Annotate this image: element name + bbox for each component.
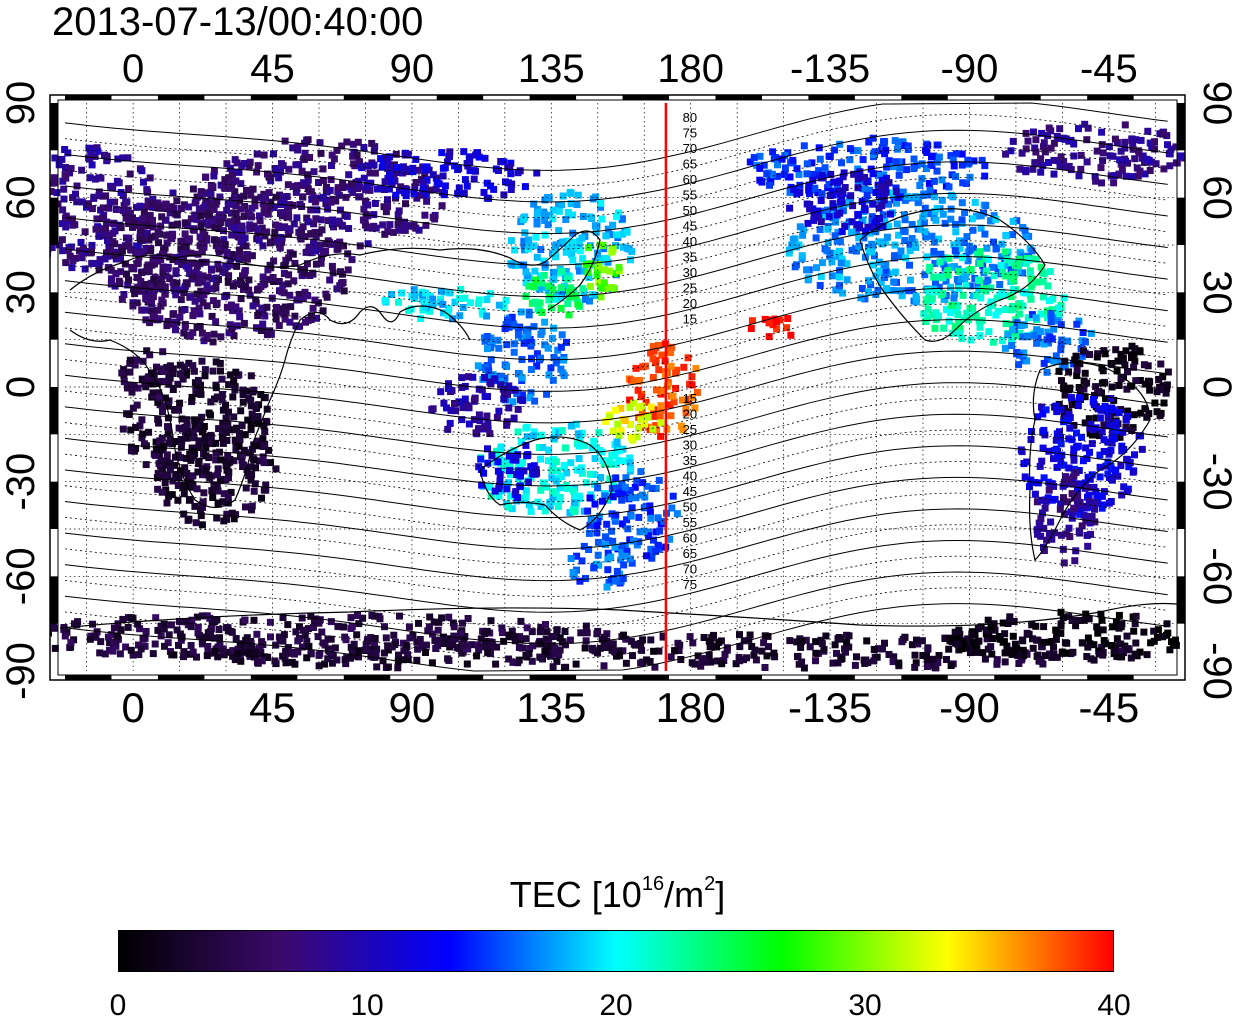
contour-labels: 8075706560555045403530252015152025303540… — [683, 110, 697, 592]
colorbar-title-main: TEC [10 — [510, 874, 642, 915]
y-tick-label-right: -60 — [1195, 547, 1235, 605]
x-tick-label-bottom: -45 — [1079, 684, 1140, 731]
colorbar — [118, 930, 1114, 972]
x-tick-label-bottom: 90 — [389, 684, 436, 731]
contour-label: 35 — [683, 453, 697, 468]
y-tick-label-right: 60 — [1195, 175, 1235, 220]
x-tick-labels-bottom: 0 45 90 135 180 -135 -90 -45 — [121, 684, 1139, 731]
x-tick-labels-top: 0 45 90 135 180 -135 -90 -45 — [122, 47, 1138, 91]
contour-label: 40 — [683, 234, 697, 249]
contour-label: 75 — [683, 577, 697, 592]
contour-label: 15 — [683, 391, 697, 406]
x-tick-label-top: -45 — [1080, 47, 1138, 91]
contour-label: 65 — [683, 157, 697, 172]
colorbar-tick-label: 40 — [1097, 990, 1130, 1022]
y-tick-label-right: 90 — [1195, 81, 1235, 126]
x-tick-label-bottom: -90 — [939, 684, 1000, 731]
contour-label: 70 — [683, 562, 697, 577]
colorbar-tick-label: 0 — [110, 990, 127, 1022]
y-tick-label-right: 30 — [1195, 270, 1235, 315]
x-tick-label-top: -135 — [790, 47, 870, 91]
x-tick-label-top: 45 — [250, 47, 295, 91]
y-tick-label-left: 30 — [0, 270, 43, 315]
y-tick-label-right: -30 — [1195, 453, 1235, 511]
x-tick-label-top: 0 — [122, 47, 144, 91]
x-tick-label-bottom: -135 — [788, 684, 872, 731]
contour-label: 50 — [683, 203, 697, 218]
colorbar-title-exponent-2: 2 — [704, 873, 715, 895]
y-tick-label-right: 0 — [1195, 376, 1235, 398]
tec-field — [0, 121, 1188, 672]
tec-map: 8075706560555045403530252015152025303540… — [0, 0, 1235, 740]
y-tick-labels-left: 90 60 30 0 -30 -60 -90 — [0, 81, 43, 700]
y-tick-label-left: 0 — [0, 376, 43, 398]
colorbar-title: TEC [1016/m2] — [0, 868, 1235, 915]
x-tick-label-bottom: 180 — [656, 684, 726, 731]
x-tick-label-top: 90 — [390, 47, 435, 91]
contour-label: 25 — [683, 281, 697, 296]
contour-label: 45 — [683, 219, 697, 234]
y-tick-label-right: -90 — [1195, 642, 1235, 700]
colorbar-title-end: ] — [715, 874, 725, 915]
contour-label: 50 — [683, 500, 697, 515]
contour-label: 70 — [683, 141, 697, 156]
colorbar-tick-label: 30 — [848, 990, 881, 1022]
contour-label: 35 — [683, 250, 697, 265]
colorbar-tick-label: 10 — [350, 990, 383, 1022]
colorbar-title-exponent: 16 — [642, 873, 664, 895]
x-tick-label-top: 135 — [518, 47, 585, 91]
contour-label: 60 — [683, 172, 697, 187]
y-tick-labels-right: 90 60 30 0 -30 -60 -90 — [1195, 81, 1235, 700]
x-tick-label-top: -90 — [941, 47, 999, 91]
x-tick-label-top: 180 — [657, 47, 724, 91]
contour-label: 15 — [683, 312, 697, 327]
x-tick-label-bottom: 135 — [516, 684, 586, 731]
contour-label: 60 — [683, 531, 697, 546]
contour-label: 65 — [683, 546, 697, 561]
contour-label: 40 — [683, 469, 697, 484]
x-tick-label-bottom: 45 — [249, 684, 296, 731]
contour-label: 75 — [683, 126, 697, 141]
contour-label: 55 — [683, 188, 697, 203]
contour-label: 20 — [683, 407, 697, 422]
contour-label: 25 — [683, 422, 697, 437]
contour-label: 30 — [683, 438, 697, 453]
y-tick-label-left: 60 — [0, 175, 43, 220]
contour-label: 55 — [683, 515, 697, 530]
colorbar-tick-label: 20 — [599, 990, 632, 1022]
contour-label: 80 — [683, 110, 697, 125]
contour-label: 45 — [683, 484, 697, 499]
contour-label: 20 — [683, 296, 697, 311]
x-tick-label-bottom: 0 — [121, 684, 144, 731]
y-tick-label-left: -90 — [0, 642, 43, 700]
y-tick-label-left: -30 — [0, 453, 43, 511]
y-tick-label-left: -60 — [0, 547, 43, 605]
y-tick-label-left: 90 — [0, 81, 43, 126]
contour-label: 30 — [683, 265, 697, 280]
colorbar-title-unit: /m — [664, 874, 704, 915]
